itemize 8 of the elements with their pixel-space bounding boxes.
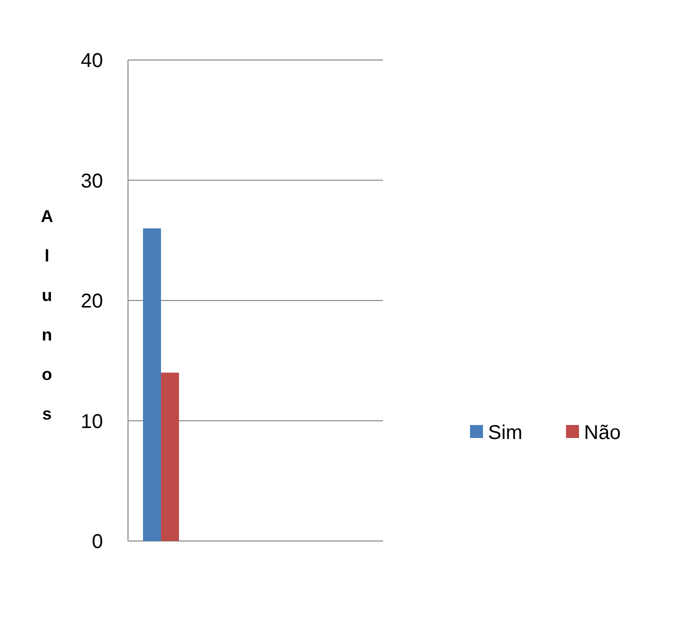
y-tick-label: 20 [80, 290, 103, 312]
y-tick-label: 40 [80, 50, 103, 72]
y-tick-label: 10 [80, 410, 103, 433]
text: Alunos [40, 207, 54, 424]
y-tick-label: 30 [80, 170, 103, 192]
y-tick-label: 0 [92, 531, 103, 553]
legend-label: Sim [488, 422, 522, 444]
legend-label: Não [584, 422, 621, 444]
